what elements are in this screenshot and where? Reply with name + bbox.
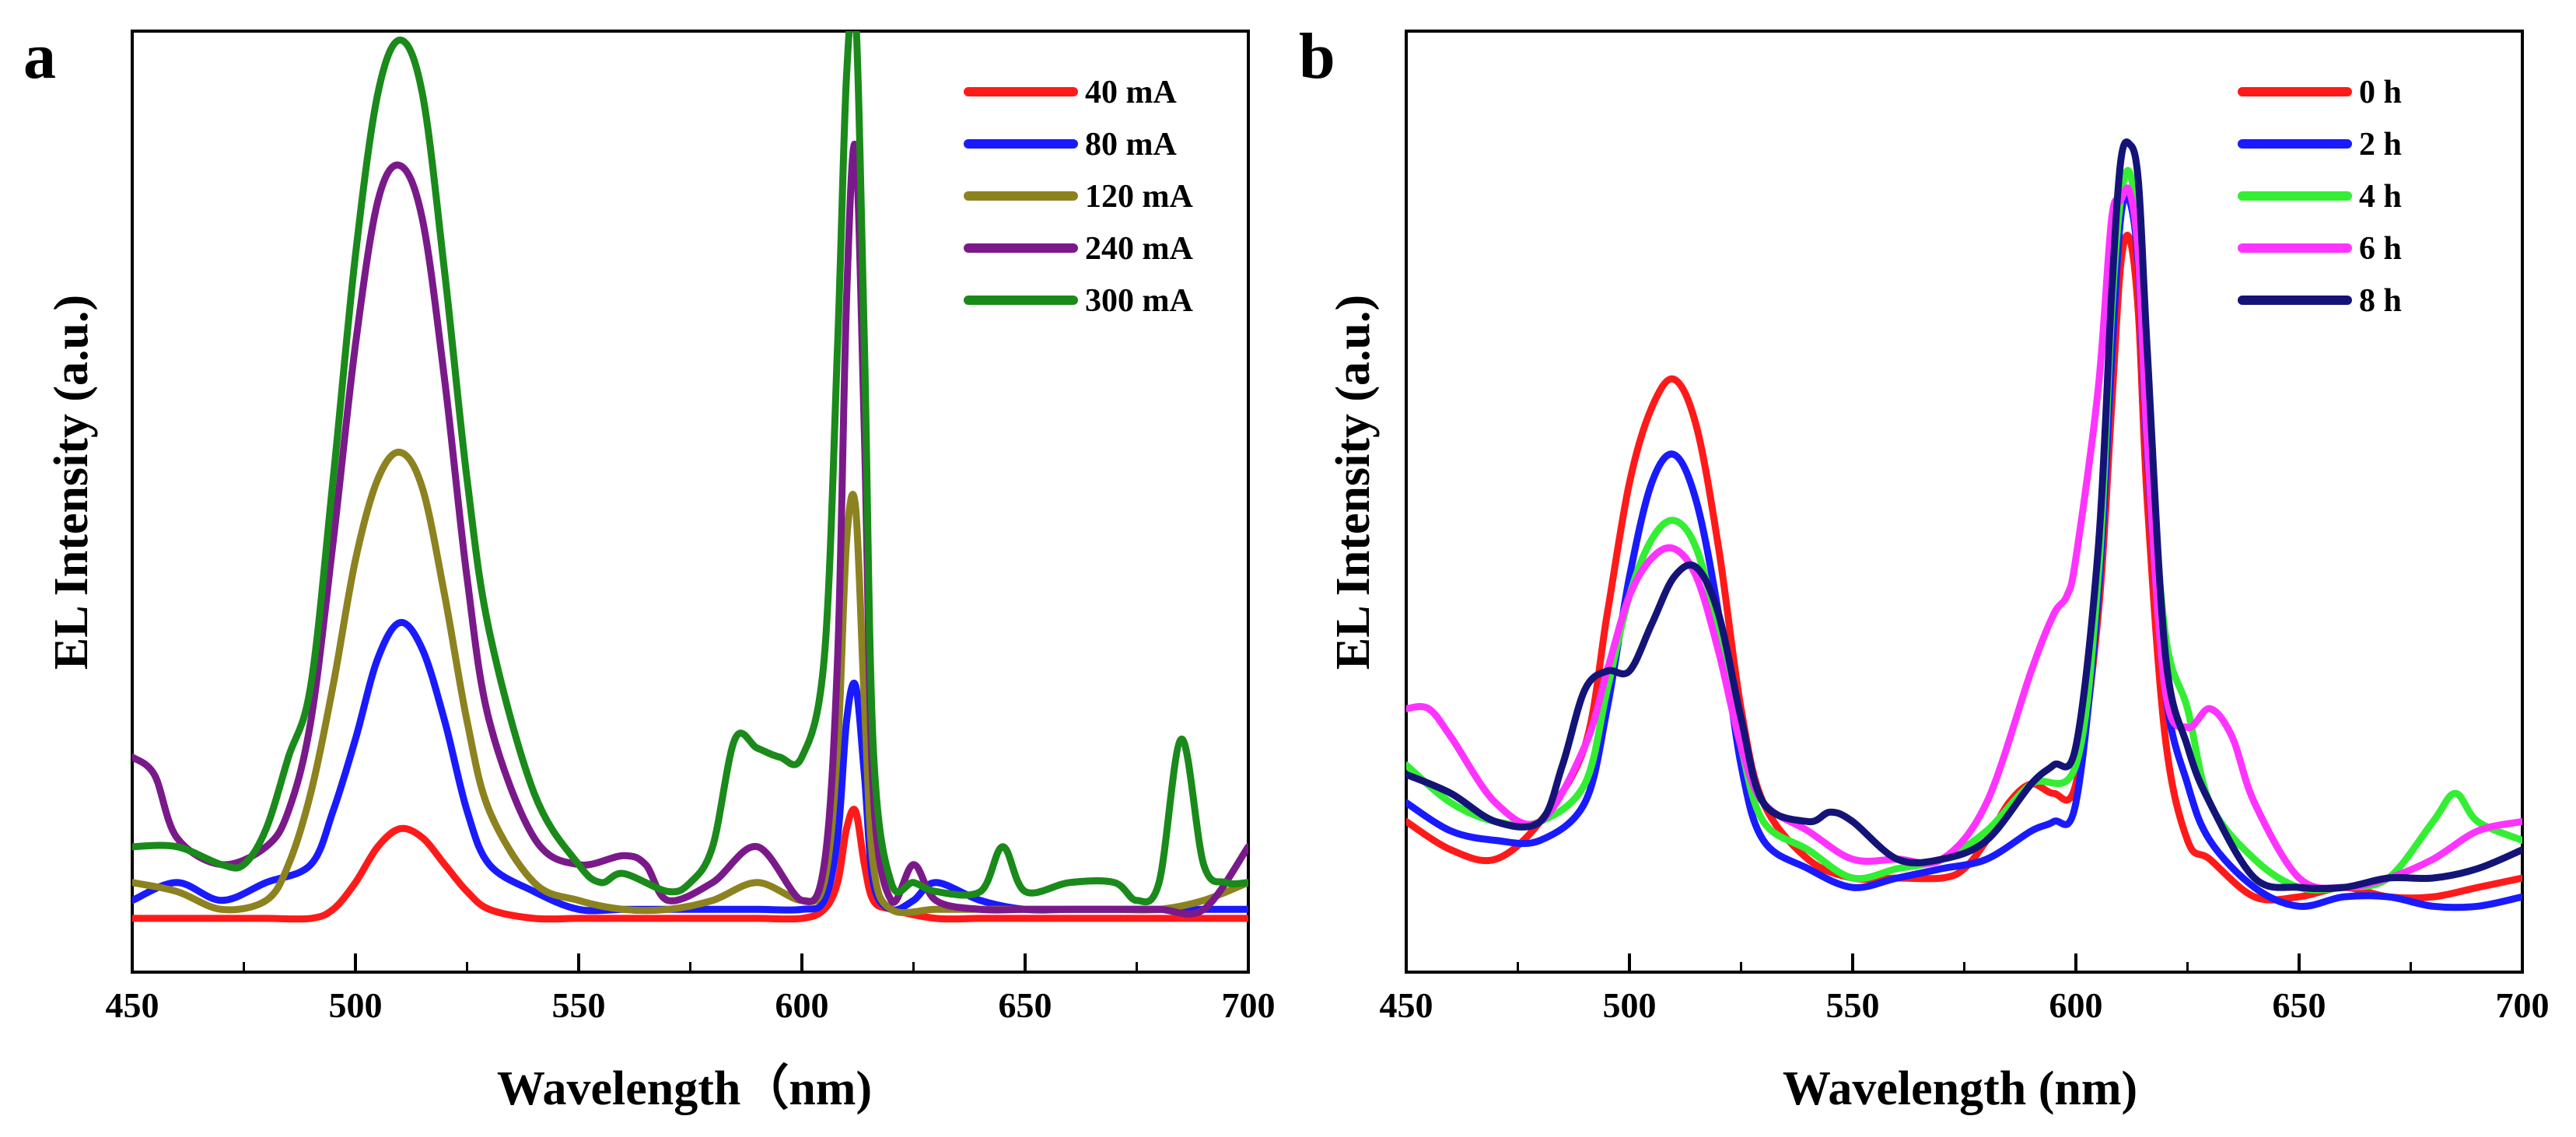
series-line-120-mA — [132, 449, 1248, 917]
panel-a-plot-area: 450 500 550 600 650 700 40 mA 80 mA 120 mA 240 mA… — [106, 30, 1276, 1025]
x-tick-label: 600 — [2049, 985, 2103, 1025]
legend-label: 0 h — [2359, 75, 2402, 110]
legend-label: 8 h — [2359, 283, 2402, 319]
x-tick-label: 650 — [2273, 985, 2326, 1025]
legend: 40 mA 80 mA 120 mA 240 mA 300 mA — [964, 75, 1193, 319]
legend: 0 h 2 h 4 h 6 h 8 h — [2238, 75, 2402, 319]
series-line-4-h — [1406, 166, 2522, 894]
x-tick-label: 550 — [1826, 985, 1880, 1025]
x-tick-label: 500 — [329, 985, 383, 1025]
x-tick-label: 500 — [1603, 985, 1657, 1025]
panel-b: b 450 500 550 600 650 700 0 h 2 h 4 h 6 h 8 h EL I… — [1299, 20, 2550, 1115]
x-tick-label: 450 — [106, 985, 159, 1025]
legend-label: 2 h — [2359, 127, 2402, 163]
series-line-2-h — [1406, 192, 2522, 911]
series-line-8-h — [1406, 138, 2522, 893]
panel-b-ylabel: EL Intensity (a.u.) — [1327, 295, 1380, 670]
legend-label: 40 mA — [1085, 75, 1177, 110]
legend-label: 300 mA — [1085, 283, 1193, 319]
series-group — [1406, 138, 2522, 911]
legend-label: 6 h — [2359, 231, 2402, 267]
plot-frame — [1405, 30, 2524, 974]
panel-a-letter: a — [23, 20, 56, 93]
x-tick-label: 700 — [1222, 985, 1276, 1025]
panel-b-xlabel: Wavelength (nm) — [1783, 1062, 2137, 1115]
x-tick-label: 450 — [1380, 985, 1433, 1025]
series-line-40-mA — [132, 806, 1248, 923]
series-group — [132, 31, 1248, 923]
legend-label: 240 mA — [1085, 231, 1193, 267]
x-tick-label: 550 — [552, 985, 606, 1025]
panel-b-plot-area: 450 500 550 600 650 700 0 h 2 h 4 h 6 h 8 h — [1380, 30, 2550, 1025]
series-line-300-mA — [132, 31, 1248, 906]
panel-a-ylabel: EL Intensity (a.u.) — [45, 295, 98, 670]
legend-label: 4 h — [2359, 179, 2402, 215]
legend-label: 80 mA — [1085, 127, 1177, 163]
x-tick-label: 650 — [999, 985, 1052, 1025]
x-tick-label: 700 — [2496, 985, 2550, 1025]
series-line-6-h — [1406, 184, 2522, 892]
x-tick-label: 600 — [775, 985, 829, 1025]
panel-a-xlabel: Wavelength（nm) — [497, 1061, 872, 1115]
panel-b-letter: b — [1299, 20, 1335, 93]
panel-a: a 450 500 550 600 650 700 40 mA 80 mA 120 mA 240 … — [23, 20, 1276, 1115]
legend-label: 120 mA — [1085, 179, 1193, 215]
series-line-240-mA — [132, 140, 1248, 918]
